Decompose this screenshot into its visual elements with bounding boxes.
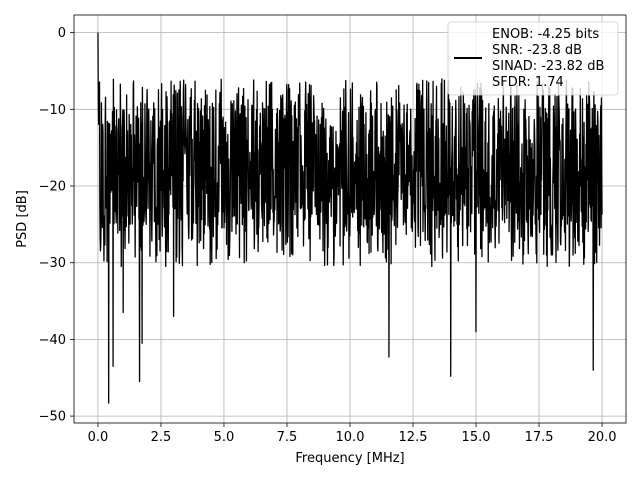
legend-line-text: SINAD: -23.82 dB (492, 59, 604, 74)
legend-line-text: ENOB: -4.25 bits (492, 27, 599, 42)
x-tick-label: 12.5 (399, 430, 428, 445)
y-axis-label: PSD [dB] (15, 190, 30, 248)
legend-line-text: SFDR: 1.74 (492, 75, 564, 90)
legend: ENOB: -4.25 bits SNR: -23.8 dB SINAD: -23.… (447, 21, 619, 96)
legend-line-text: SNR: -23.8 dB (492, 43, 582, 58)
x-tick-label: 2.5 (151, 430, 172, 445)
y-tick-label: 0 (58, 26, 66, 41)
x-tick-label: 20.0 (588, 430, 617, 445)
x-tick-label: 7.5 (277, 430, 298, 445)
y-tick-label: −50 (39, 410, 66, 425)
x-tick-label: 10.0 (336, 430, 365, 445)
legend-label: ENOB: -4.25 bits SNR: -23.8 dB SINAD: -23.… (492, 27, 604, 90)
y-tick-label: −40 (39, 333, 66, 348)
x-axis: 0.0 2.5 5.0 7.5 10.0 12.5 15.0 17.5 20.0 (88, 423, 617, 445)
psd-series-line (97, 32, 603, 404)
x-tick-label: 5.0 (214, 430, 235, 445)
y-tick-label: −30 (39, 256, 66, 271)
y-axis: 0 −10 −20 −30 −40 −50 (39, 26, 74, 425)
legend-box (447, 21, 619, 96)
y-tick-label: −10 (39, 103, 66, 118)
x-tick-label: 17.5 (525, 430, 554, 445)
x-tick-label: 0.0 (88, 430, 109, 445)
x-tick-label: 15.0 (462, 430, 491, 445)
x-axis-label: Frequency [MHz] (295, 451, 404, 466)
y-tick-label: −20 (39, 180, 66, 195)
series-layer (97, 32, 603, 404)
